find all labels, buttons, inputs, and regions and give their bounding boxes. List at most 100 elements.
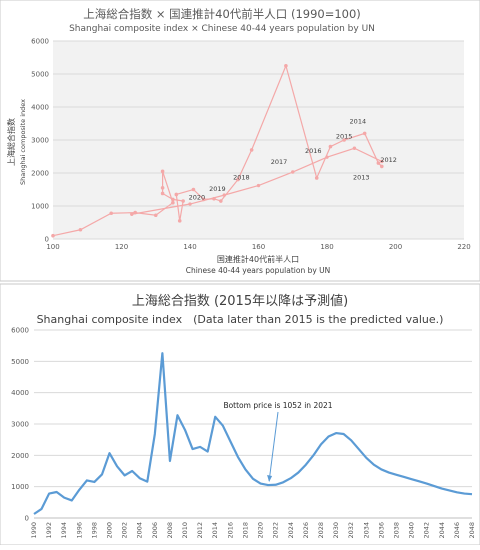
line-xtick-label: 2008 bbox=[166, 522, 174, 539]
scatter-point bbox=[212, 196, 216, 201]
line-point bbox=[161, 352, 163, 354]
scatter-title: 上海総合指数 × 国連推計40代前半人口 (1990=100) bbox=[83, 7, 361, 21]
line-xtick-label: 2042 bbox=[423, 522, 431, 539]
scatter-point bbox=[171, 197, 175, 202]
line-xtick-label: 2002 bbox=[121, 522, 129, 539]
line-xtick-label: 2016 bbox=[226, 522, 234, 539]
scatter-ytick-label: 3000 bbox=[31, 137, 49, 145]
line-xtick-label: 2028 bbox=[317, 522, 325, 539]
line-point bbox=[63, 497, 65, 499]
line-xtick-label: 2034 bbox=[362, 522, 370, 539]
line-xtick-label: 2024 bbox=[287, 522, 295, 539]
line-xtick-label: 2022 bbox=[272, 522, 280, 539]
scatter-point bbox=[133, 210, 137, 215]
line-ytick-label: 6000 bbox=[11, 327, 29, 335]
line-gridlines bbox=[34, 329, 472, 519]
line-point bbox=[410, 478, 412, 480]
scatter-point bbox=[109, 211, 114, 216]
scatter-point bbox=[171, 200, 175, 205]
line-ytick-label: 3000 bbox=[11, 421, 29, 429]
line-point bbox=[418, 480, 420, 482]
line-point bbox=[131, 470, 133, 472]
scatter-point bbox=[362, 131, 367, 136]
line-point bbox=[297, 471, 299, 473]
line-point bbox=[267, 484, 269, 486]
line-point bbox=[169, 460, 171, 462]
scatter-point bbox=[181, 199, 185, 203]
line-point bbox=[108, 452, 110, 454]
line-point bbox=[441, 487, 443, 489]
line-point bbox=[456, 491, 458, 493]
scatter-xtick-label: 120 bbox=[115, 243, 128, 251]
scatter-point bbox=[314, 176, 319, 180]
scatter-point bbox=[236, 177, 240, 182]
scatter-ylabel-en: Shanghai composite index bbox=[19, 99, 27, 185]
scatter-point bbox=[160, 191, 165, 196]
line-series-path bbox=[33, 352, 473, 515]
scatter-xtick-label: 180 bbox=[320, 243, 333, 251]
line-xtick-label: 2044 bbox=[438, 522, 446, 539]
scatter-year-label: 2013 bbox=[353, 174, 370, 182]
scatter-point bbox=[177, 219, 182, 223]
line-point bbox=[229, 440, 231, 442]
scatter-point bbox=[51, 233, 55, 238]
line-point bbox=[426, 482, 428, 484]
scatter-point bbox=[191, 187, 196, 192]
line-point bbox=[176, 414, 178, 416]
scatter-point bbox=[174, 192, 179, 197]
scatter-xtick-label: 200 bbox=[389, 243, 402, 251]
scatter-ylabel: 上海総合指数 bbox=[6, 118, 16, 166]
line-xtick-label: 2010 bbox=[181, 522, 189, 539]
scatter-point bbox=[160, 169, 165, 174]
line-point bbox=[56, 491, 58, 493]
line-point bbox=[350, 439, 352, 441]
line-annotation: Bottom price is 1052 in 2021 bbox=[223, 401, 333, 483]
line-point bbox=[33, 513, 35, 515]
scatter-trend-marker bbox=[291, 170, 295, 174]
line-point bbox=[290, 477, 292, 479]
line-xtick-label: 2004 bbox=[136, 522, 144, 539]
line-point bbox=[199, 446, 201, 448]
line-point bbox=[380, 468, 382, 470]
line-xtick-label: 2032 bbox=[347, 522, 355, 539]
line-subtitle: Shanghai composite index (Data later tha… bbox=[37, 313, 444, 326]
scatter-ytick-label: 6000 bbox=[31, 38, 49, 46]
line-xtick-label: 2006 bbox=[151, 522, 159, 539]
line-xtick-label: 2026 bbox=[302, 522, 310, 539]
scatter-xtick-label: 160 bbox=[252, 243, 265, 251]
scatter-year-label: 2020 bbox=[189, 193, 206, 201]
line-ytick-label: 4000 bbox=[11, 389, 29, 397]
scatter-year-label: 2015 bbox=[336, 132, 353, 140]
line-xtick-label: 1990 bbox=[30, 522, 38, 539]
line-point bbox=[237, 456, 239, 458]
line-xtick-label: 2038 bbox=[392, 522, 400, 539]
scatter-year-label: 2014 bbox=[350, 118, 367, 126]
scatter-point bbox=[380, 164, 384, 169]
scatter-xlabel-en: Chinese 40-44 years population by UN bbox=[186, 266, 331, 275]
line-ytick-label: 5000 bbox=[11, 358, 29, 366]
line-point bbox=[358, 448, 360, 450]
line-point bbox=[154, 433, 156, 435]
scatter-trend-marker bbox=[130, 212, 134, 216]
scatter-point bbox=[328, 144, 333, 149]
scatter-year-label: 2017 bbox=[271, 158, 288, 166]
scatter-point bbox=[160, 186, 165, 190]
annotation-text: Bottom price is 1052 in 2021 bbox=[223, 401, 332, 410]
scatter-point bbox=[153, 213, 158, 218]
scatter-year-label: 2012 bbox=[380, 156, 397, 164]
scatter-gridlines bbox=[53, 40, 464, 240]
scatter-point bbox=[219, 199, 223, 203]
line-point bbox=[275, 484, 277, 486]
line-title: 上海総合指数 (2015年以降は予測値) bbox=[132, 293, 348, 309]
line-point bbox=[139, 477, 141, 479]
line-ytick-label: 0 bbox=[25, 515, 29, 523]
scatter-year-label: 2016 bbox=[305, 147, 322, 155]
line-xtick-label: 2014 bbox=[211, 522, 219, 539]
scatter-year-label: 2018 bbox=[233, 174, 250, 182]
scatter-point bbox=[376, 161, 381, 165]
line-point bbox=[184, 429, 186, 431]
line-point bbox=[327, 435, 329, 437]
